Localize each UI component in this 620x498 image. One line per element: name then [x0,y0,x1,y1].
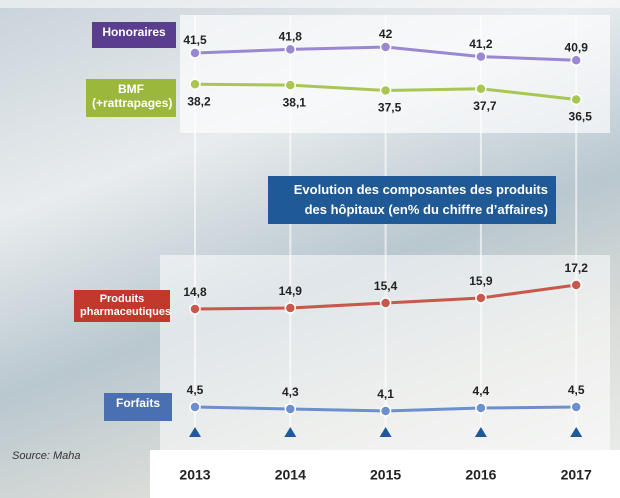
data-label: 41,2 [469,37,493,51]
tick-marker [570,427,583,437]
data-label: 17,2 [565,261,589,275]
data-point [189,47,201,59]
legend-label: Honoraires [92,22,176,48]
data-point [475,82,487,95]
data-point [189,401,201,413]
data-point [475,402,487,414]
data-point [570,54,582,66]
data-label: 38,1 [283,95,307,109]
data-label: 42 [379,27,393,41]
x-tick-label: 2016 [465,467,496,483]
tick-marker [474,427,487,437]
data-point [189,303,201,315]
legend-label: Produits pharmaceutiques [74,290,171,322]
x-tick-label: 2017 [561,467,592,483]
data-point [284,302,297,314]
legend-label: Forfaits [104,393,172,421]
data-label: 38,2 [187,94,211,108]
data-point [379,297,392,309]
tick-marker [379,427,392,437]
data-point [284,43,297,56]
data-point [284,79,297,91]
tick-marker [284,427,297,437]
data-point [570,279,582,291]
data-point [379,41,392,53]
data-point [475,50,487,63]
x-tick-label: 2014 [275,467,306,483]
data-label: 36,5 [569,110,593,124]
x-tick-label: 2015 [370,467,401,483]
legend-label: BMF (+rattrapages) [86,79,176,117]
data-label: 14,9 [279,284,303,298]
x-tick-label: 2013 [179,467,210,483]
data-point [189,78,201,90]
data-label: 37,5 [378,101,402,115]
data-label: 4,5 [568,383,585,397]
data-point [379,84,392,97]
top-strip [0,0,620,8]
data-label: 14,8 [183,285,207,299]
upper-panel [180,15,610,133]
axis-strip [150,450,620,498]
data-label: 4,3 [282,385,299,399]
data-point [570,93,582,106]
data-label: 40,9 [565,40,589,54]
data-label: 4,4 [473,384,490,398]
data-point [284,403,297,415]
chart-title: Evolution des composantes des produits d… [268,176,556,224]
source-note: Source: Maha [12,450,81,462]
data-label: 4,1 [377,387,394,401]
data-label: 41,5 [183,33,207,47]
data-label: 15,9 [469,274,493,288]
data-label: 37,7 [473,99,497,113]
data-label: 41,8 [279,30,303,44]
data-label: 15,4 [374,279,398,293]
tick-marker [189,427,201,437]
data-point [379,405,392,417]
data-point [570,401,582,413]
data-point [475,292,487,304]
data-label: 4,5 [187,383,204,397]
